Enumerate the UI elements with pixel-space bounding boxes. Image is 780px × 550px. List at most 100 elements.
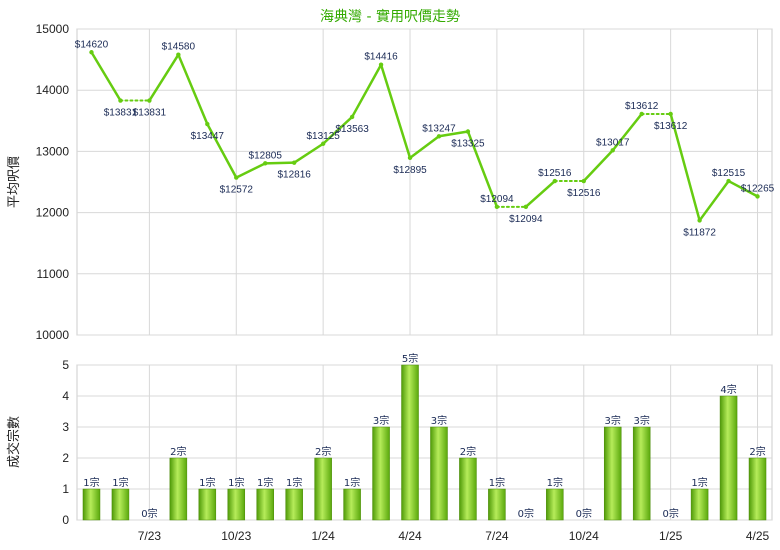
price-point-label: $12516 bbox=[538, 168, 572, 179]
volume-bar bbox=[632, 426, 651, 521]
price-point-label: $13325 bbox=[451, 139, 485, 150]
price-point bbox=[378, 62, 384, 67]
x-axis-ticks: 7/23 10/23 1/24 4/24 7/24 10/24 1/25 4/25 bbox=[138, 529, 770, 543]
volume-bar-label: 0宗 bbox=[576, 507, 592, 520]
volume-bar bbox=[285, 488, 303, 521]
price-point-label: $11872 bbox=[683, 227, 716, 238]
price-point bbox=[407, 155, 413, 161]
volume-bar-label: 0宗 bbox=[518, 507, 534, 520]
line-plot-frame bbox=[76, 28, 773, 336]
line-y-tick-label: 14000 bbox=[36, 83, 70, 97]
volume-bar-label: 3宗 bbox=[431, 414, 447, 427]
bar-grid bbox=[76, 364, 773, 521]
volume-bar bbox=[719, 395, 738, 521]
bar-y-ticks: 0 1 2 3 4 5 bbox=[62, 358, 69, 527]
volume-bar bbox=[111, 488, 130, 521]
price-point bbox=[263, 161, 268, 166]
price-point-label: $13831 bbox=[133, 108, 167, 119]
price-point-label: $12805 bbox=[249, 150, 283, 161]
price-point-label: $14620 bbox=[75, 39, 109, 50]
bar-y-tick-label: 0 bbox=[62, 513, 69, 527]
bar-ylabel: 成交宗數 bbox=[6, 416, 22, 468]
line-y-ticks: 10000 11000 12000 13000 14000 15000 bbox=[36, 22, 70, 342]
volume-bar bbox=[227, 488, 246, 521]
line-y-tick-label: 15000 bbox=[36, 22, 70, 36]
volume-bar-label: 1宗 bbox=[489, 476, 505, 489]
price-line-segment bbox=[206, 122, 238, 179]
volume-bar-label: 1宗 bbox=[547, 476, 563, 489]
price-point bbox=[436, 134, 442, 139]
volume-bar bbox=[343, 488, 361, 521]
price-line-segment bbox=[321, 115, 354, 145]
price-point-label: $12516 bbox=[567, 188, 601, 199]
price-line-segment bbox=[177, 53, 209, 126]
volume-bar bbox=[256, 488, 274, 521]
volume-bar-label: 1宗 bbox=[112, 476, 128, 489]
x-tick-label: 4/24 bbox=[398, 529, 422, 543]
volume-bar-label: 2宗 bbox=[749, 445, 765, 458]
volume-bar bbox=[430, 426, 448, 521]
price-line-segment bbox=[235, 162, 267, 179]
line-y-tick-label: 13000 bbox=[36, 144, 70, 158]
price-point bbox=[668, 111, 673, 117]
price-point-label: $12094 bbox=[480, 194, 514, 205]
price-point bbox=[581, 178, 586, 184]
volume-bar bbox=[82, 488, 101, 521]
volume-bar-label: 2宗 bbox=[170, 445, 186, 458]
volume-bar-label: 3宗 bbox=[605, 414, 621, 427]
volume-bar-label: 1宗 bbox=[257, 476, 273, 489]
price-line-segment bbox=[524, 179, 557, 209]
volume-bar-label: 2宗 bbox=[460, 445, 476, 458]
price-point bbox=[726, 178, 731, 184]
bar-labels: 1宗 1宗 0宗 2宗 1宗 1宗 1宗 1宗 2宗 1宗 3宗 5宗 3宗 2宗 1宗 0宗 1宗 0宗 3宗 3宗… bbox=[83, 352, 765, 520]
price-point bbox=[147, 98, 152, 103]
x-tick-label: 10/23 bbox=[221, 529, 251, 543]
price-line-segment bbox=[350, 63, 383, 119]
price-point-label: $13612 bbox=[654, 121, 688, 132]
price-line-segment bbox=[611, 112, 643, 152]
x-tick-label: 1/24 bbox=[311, 529, 335, 543]
volume-bar bbox=[372, 426, 390, 521]
price-labels: $14620 $13831$13831 $14580 $13447 $12572 $128… bbox=[75, 39, 775, 238]
price-point bbox=[639, 111, 644, 117]
price-point bbox=[465, 129, 471, 134]
price-point-label: $13125 bbox=[306, 131, 340, 142]
line-ylabel: 平均呎價 bbox=[7, 156, 22, 208]
line-y-tick-label: 12000 bbox=[36, 206, 70, 220]
bar-y-tick-label: 2 bbox=[62, 451, 69, 465]
volume-bar-label: 0宗 bbox=[141, 507, 157, 520]
price-point bbox=[205, 121, 210, 127]
volume-bar bbox=[748, 457, 767, 521]
x-tick-label: 7/23 bbox=[138, 529, 162, 543]
price-point bbox=[697, 218, 702, 223]
price-point-label: $12094 bbox=[509, 214, 543, 225]
price-point bbox=[523, 204, 529, 210]
price-point bbox=[89, 50, 94, 55]
price-line bbox=[89, 50, 760, 223]
volume-bar-label: 1宗 bbox=[228, 476, 244, 489]
price-point bbox=[234, 175, 239, 180]
volume-bar-label: 1宗 bbox=[691, 476, 707, 489]
price-point-label: $12515 bbox=[712, 168, 746, 179]
line-y-tick-label: 10000 bbox=[36, 328, 70, 342]
price-line-segment bbox=[292, 142, 325, 164]
chart-title: 海典灣 - 實用呎價走勢 bbox=[320, 9, 460, 25]
price-point bbox=[320, 141, 326, 146]
volume-bar bbox=[459, 457, 477, 521]
x-tick-label: 10/24 bbox=[569, 529, 599, 543]
price-point-label: $12895 bbox=[393, 165, 427, 176]
price-line-segment bbox=[437, 130, 470, 138]
volume-bar bbox=[690, 488, 709, 521]
volume-bar bbox=[169, 457, 188, 521]
volume-bar-label: 3宗 bbox=[373, 414, 389, 427]
price-point-label: $14416 bbox=[364, 52, 398, 63]
volume-bar-label: 4宗 bbox=[720, 383, 736, 396]
price-line-segment bbox=[90, 51, 122, 102]
price-point-label: $13612 bbox=[625, 101, 659, 112]
price-point-label: $13447 bbox=[191, 131, 225, 142]
price-point bbox=[349, 114, 355, 120]
bar-y-tick-label: 1 bbox=[62, 482, 69, 496]
bar-y-tick-label: 4 bbox=[62, 389, 69, 403]
volume-bar-label: 1宗 bbox=[83, 476, 99, 489]
volume-bar-label: 1宗 bbox=[286, 476, 302, 489]
